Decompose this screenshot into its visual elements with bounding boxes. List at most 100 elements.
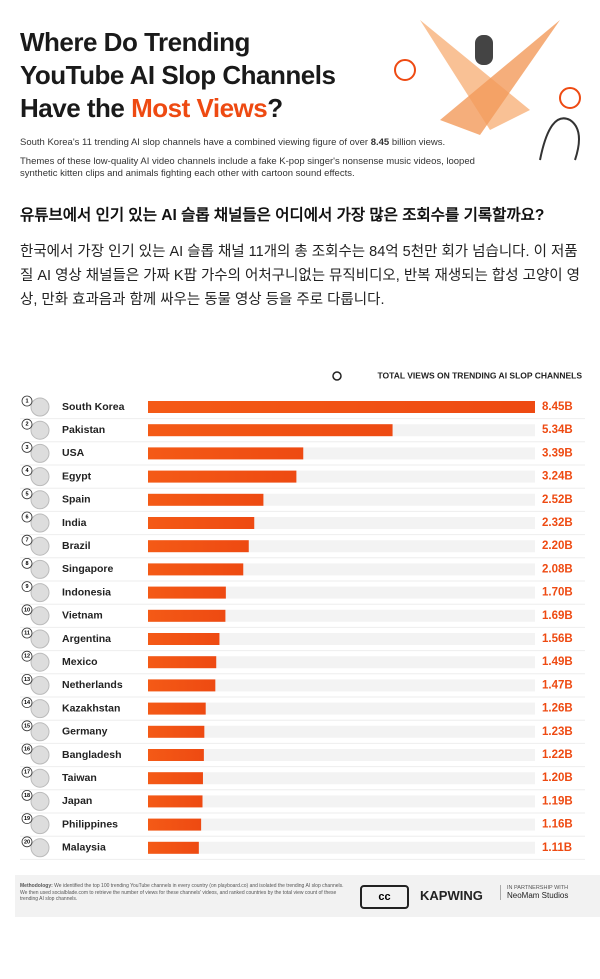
bar	[148, 424, 393, 437]
cc-badge: cc	[360, 885, 409, 909]
rank-badge	[21, 673, 33, 685]
rank-label: 5	[25, 491, 28, 497]
flag	[30, 815, 50, 835]
flag	[30, 745, 50, 765]
flag	[30, 838, 50, 858]
bar	[148, 517, 255, 529]
category-label: Kazakhstan	[62, 702, 120, 714]
value-label: 1.16B	[542, 819, 573, 831]
value-label: 1.22B	[542, 749, 573, 761]
bar	[148, 586, 226, 599]
rank-badge	[21, 557, 33, 569]
rank-label: 12	[24, 654, 30, 660]
category-label: Indonesia	[62, 586, 111, 598]
rank-badge	[21, 627, 33, 639]
flag	[30, 629, 50, 649]
rank-badge	[21, 418, 33, 430]
bar-track	[148, 563, 535, 576]
bar-track	[148, 633, 535, 645]
category-label: Egypt	[62, 470, 92, 482]
bar	[148, 772, 203, 785]
flag	[30, 443, 50, 463]
category-label: Philippines	[62, 818, 118, 830]
value-label: 1.69B	[542, 610, 573, 622]
bar-track	[148, 586, 535, 599]
category-label: Singapore	[62, 563, 114, 575]
rank-badge	[21, 743, 33, 755]
rank-label: 7	[25, 538, 28, 544]
bar	[148, 725, 205, 738]
rank-label: 13	[24, 677, 30, 683]
cat-outline	[539, 117, 580, 161]
flag	[30, 490, 50, 510]
category-label: Spain	[62, 494, 91, 506]
category-label: Vietnam	[62, 610, 103, 622]
rank-badge	[21, 442, 33, 453]
bar-track	[148, 656, 535, 669]
value-label: 1.70B	[542, 587, 573, 599]
bar	[148, 401, 535, 413]
value-label: 1.56B	[542, 633, 573, 645]
legend-icon	[332, 371, 342, 381]
bar-track	[148, 702, 535, 715]
description: Themes of these low-quality AI video cha…	[20, 156, 475, 179]
bar	[148, 447, 304, 460]
rank-label: 15	[24, 723, 30, 729]
value-label: 1.23B	[542, 726, 573, 738]
rank-label: 1	[25, 398, 28, 404]
legend-label: TOTAL VIEWS ON TRENDING AI SLOP CHANNELS	[378, 370, 583, 380]
bar	[148, 493, 264, 506]
rank-label: 11	[24, 630, 30, 636]
category-label: Japan	[62, 795, 92, 807]
flag	[30, 699, 50, 719]
title-part: ?	[267, 93, 283, 123]
rank-badge	[21, 697, 33, 709]
bar	[148, 795, 203, 808]
bar	[148, 818, 202, 831]
value-label: 1.19B	[542, 795, 573, 807]
rank-label: 2	[25, 422, 28, 428]
rank-label: 19	[24, 816, 30, 822]
category-label: Germany	[62, 726, 108, 738]
eye-icon	[559, 87, 581, 109]
category-label: USA	[62, 447, 85, 459]
flag	[30, 559, 50, 579]
rank-badge	[21, 836, 33, 848]
rank-badge	[21, 488, 33, 500]
rank-badge	[21, 789, 33, 801]
category-label: Pakistan	[62, 424, 105, 436]
title-part: Have the	[20, 93, 132, 123]
korean-paragraph: 한국에서 가장 인기 있는 AI 슬롭 채널 11개의 총 조회수는 84억 5…	[20, 244, 581, 308]
value-label: 1.47B	[542, 679, 573, 691]
brand: KAPWING	[420, 888, 483, 903]
rank-label: 4	[25, 468, 29, 474]
value-label: 2.32B	[542, 517, 573, 529]
light-beam	[440, 20, 560, 135]
flag	[30, 583, 50, 603]
rank-badge	[21, 650, 33, 662]
rank-badge	[21, 511, 33, 523]
bar-track	[148, 725, 535, 738]
rank-label: 18	[24, 793, 30, 799]
rank-label: 17	[24, 770, 30, 776]
rank-label: 10	[24, 607, 30, 613]
value-label: 1.49B	[542, 656, 573, 668]
bar-track	[148, 749, 535, 761]
korean-heading: 유튜브에서 인기 있는 AI 슬롭 채널들은 어디에서 가장 많은 조회수를 기…	[20, 207, 545, 224]
bar	[148, 841, 199, 854]
bar	[148, 679, 216, 692]
category-label: Malaysia	[62, 842, 106, 854]
bar	[148, 749, 204, 761]
flag	[30, 791, 50, 811]
bar	[148, 609, 226, 622]
flag	[30, 675, 50, 695]
flag	[30, 722, 50, 742]
bar-track	[148, 679, 535, 692]
subtitle-highlight: 8.45	[370, 137, 390, 148]
footer: Methodology: We identified the top 100 t…	[15, 875, 600, 917]
title-highlight: Most Views	[131, 93, 268, 123]
subtitle: South Korea's 11 trending AI slop channe…	[20, 137, 520, 148]
methodology-text: We identified the top 100 trending YouTu…	[20, 883, 344, 902]
flag	[30, 606, 50, 626]
